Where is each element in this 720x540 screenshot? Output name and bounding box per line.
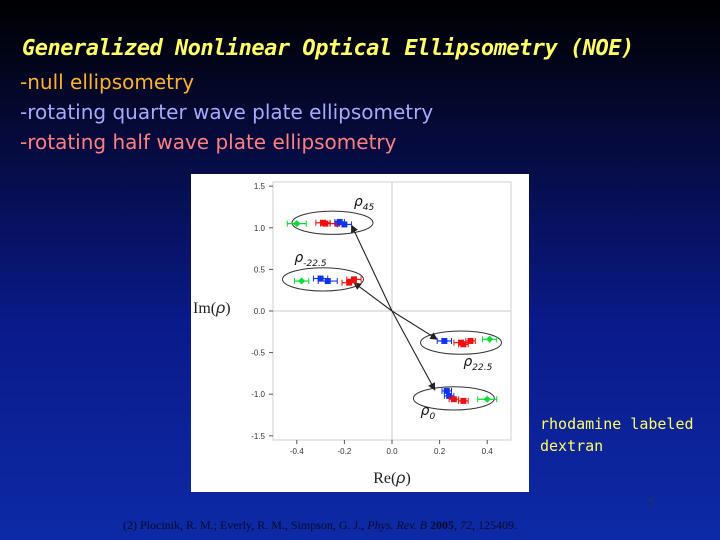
group-label: ρ45	[354, 194, 375, 213]
group-ellipse	[282, 267, 364, 292]
caption-line-2: dextran	[540, 437, 604, 455]
y-tick-label: -1.0	[251, 390, 265, 399]
data-point	[336, 218, 343, 225]
reference-journal: Phys. Rev. B	[367, 518, 427, 532]
y-tick-label: 1.0	[254, 224, 266, 233]
data-point	[443, 387, 450, 394]
x-tick-label: -0.4	[290, 447, 304, 456]
y-tick-label: 1.5	[254, 182, 266, 191]
data-point	[322, 220, 329, 227]
chart-panel: -0.4 -0.2 0.0 0.2 0.4 1.5 1.0 0.5 0.0 -0.5 -1.0 -1.…	[191, 174, 529, 492]
y-tick-label: -0.5	[251, 349, 265, 358]
data-point	[346, 279, 353, 286]
data-point	[486, 335, 494, 343]
data-point	[441, 337, 448, 344]
arrow	[351, 224, 393, 312]
data-point	[446, 392, 453, 399]
data-point	[483, 395, 491, 403]
data-point	[450, 396, 457, 403]
x-tick-label: -0.2	[338, 447, 352, 456]
data-point	[298, 277, 306, 285]
x-tick-label: 0.2	[434, 447, 446, 456]
y-tick-label: 0.5	[254, 265, 266, 274]
x-axis-label: Re(ρ)	[373, 470, 411, 487]
group-ellipse	[420, 330, 502, 355]
reference-authors: (2) Plocinik, R. M.; Everly, R. M., Simp…	[123, 518, 365, 532]
y-tick-label: 0.0	[254, 307, 266, 316]
data-point	[350, 276, 357, 283]
reference: (2) Plocinik, R. M.; Everly, R. M., Simp…	[123, 518, 517, 532]
x-tick-label: 0.4	[482, 447, 494, 456]
y-tick-label: -1.5	[251, 432, 265, 441]
data-point	[460, 341, 467, 348]
data-point	[293, 220, 301, 228]
x-axis-label-symbol: ρ	[395, 470, 405, 487]
bullet-quarter-wave: -rotating quarter wave plate ellipsometr…	[20, 100, 434, 124]
data-point	[324, 278, 331, 285]
data-point	[467, 337, 474, 344]
x-tick-label: 0.0	[386, 447, 398, 456]
ellipsometry-plot: -0.4 -0.2 0.0 0.2 0.4 1.5 1.0 0.5 0.0 -0.5 -1.0 -1.…	[193, 181, 512, 487]
arrow	[391, 310, 438, 340]
x-axis-label-end: )	[405, 470, 410, 487]
group-label-subscript: 22.5	[472, 363, 492, 373]
arrow	[391, 310, 436, 391]
group-label-subscript: -22.5	[303, 259, 327, 269]
group-label: ρ22.5	[463, 354, 492, 373]
arrow	[353, 282, 393, 312]
y-axis-label-end: )	[225, 300, 230, 317]
data-point	[460, 397, 467, 404]
reference-year: 2005	[429, 518, 454, 532]
bullet-null-ellipsometry: -null ellipsometry	[20, 70, 195, 94]
caption-line-1: rhodamine labeled	[540, 415, 694, 433]
y-axis-label-symbol: ρ	[215, 300, 225, 317]
y-axis-label: Im(ρ)	[193, 300, 231, 317]
slide-title: Generalized Nonlinear Optical Ellipsomet…	[22, 36, 634, 61]
group-ellipse	[291, 210, 374, 235]
group-label-subscript: 0	[429, 412, 435, 422]
reference-volume: 72	[459, 518, 472, 532]
data-point	[317, 275, 324, 282]
bullet-half-wave: -rotating half wave plate ellipsometry	[20, 130, 397, 154]
group-label: ρ0	[421, 403, 436, 422]
reference-pages: , 125409.	[471, 518, 517, 532]
page-number: 5	[648, 496, 655, 509]
group-label: ρ-22.5	[294, 250, 326, 269]
group-ellipse	[412, 386, 495, 411]
group-label-subscript: 45	[363, 203, 375, 213]
